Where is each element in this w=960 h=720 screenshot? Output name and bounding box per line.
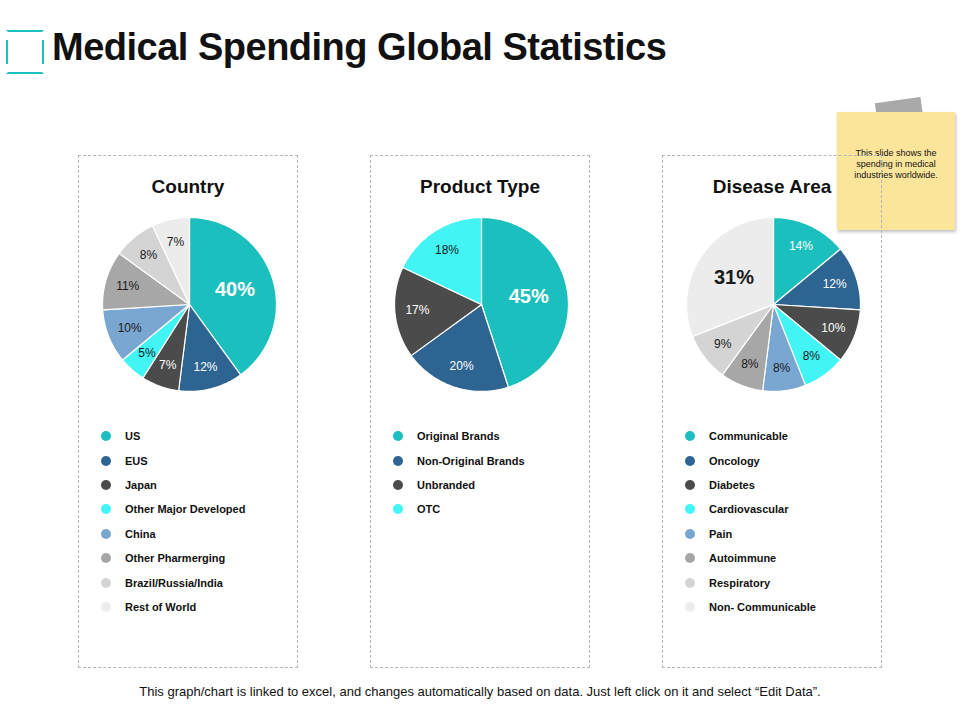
svg-text:11%: 11% [116, 279, 139, 293]
html-text:Rest of World: Rest of World [125, 600, 197, 613]
svg-text:18%: 18% [435, 243, 459, 257]
html-text:Communicable: Communicable [709, 430, 788, 443]
svg-text:10%: 10% [821, 321, 845, 335]
html-text:Other Major Developed: Other Major Developed [125, 503, 246, 516]
svg-text:12%: 12% [193, 360, 217, 374]
svg-text:7%: 7% [159, 358, 177, 372]
svg-text:8%: 8% [140, 248, 158, 262]
html-text:US: US [125, 430, 141, 443]
html-text:Diabetes: Diabetes [709, 479, 755, 491]
html-text:Original Brands: Original Brands [417, 430, 500, 443]
html-text:China: China [125, 527, 156, 540]
svg-text:45%: 45% [509, 285, 549, 307]
svg-text:40%: 40% [215, 278, 255, 300]
html-text:Country: Country [151, 176, 225, 197]
html-text:Cardiovascular: Cardiovascular [709, 503, 789, 516]
svg-text:8%: 8% [803, 349, 821, 363]
html-text:Pain: Pain [709, 527, 733, 540]
svg-text:8%: 8% [741, 357, 759, 371]
svg-text:10%: 10% [118, 321, 142, 335]
svg-text:17%: 17% [405, 303, 429, 317]
html-text:Respiratory: Respiratory [709, 576, 771, 589]
html-text:Unbranded: Unbranded [417, 479, 476, 491]
html-text:EUS: EUS [125, 454, 148, 467]
html-text:Oncology: Oncology [709, 454, 760, 467]
svg-text:9%: 9% [714, 337, 732, 351]
html-text:Autoimmune: Autoimmune [709, 552, 777, 565]
html-text:Other Pharmerging: Other Pharmerging [125, 552, 226, 565]
html-text:Brazil/Russia/India: Brazil/Russia/India [125, 576, 223, 589]
svg-text:12%: 12% [823, 277, 847, 291]
svg-text:8%: 8% [773, 361, 791, 375]
html-text:This graph/chart is linked to: This graph/chart is linked to excel, and… [139, 684, 821, 699]
html-text:Non-Original Brands: Non-Original Brands [417, 454, 525, 467]
svg-text:7%: 7% [167, 235, 185, 249]
html-text:Medical Spending Global Statis: Medical Spending Global Statistics [52, 26, 667, 68]
html-text:Disease Area: Disease Area [712, 176, 832, 197]
html-text:Product Type: Product Type [420, 176, 540, 197]
html-text:This slide shows the spending: This slide shows the spending in medical… [854, 148, 938, 180]
svg-text:31%: 31% [714, 266, 754, 288]
html-text:Japan: Japan [125, 479, 157, 491]
html-text:OTC: OTC [417, 503, 441, 516]
svg-text:14%: 14% [789, 239, 813, 253]
html-text:Non- Communicable: Non- Communicable [709, 600, 816, 613]
svg-text:20%: 20% [450, 359, 474, 373]
svg-text:5%: 5% [138, 346, 156, 360]
